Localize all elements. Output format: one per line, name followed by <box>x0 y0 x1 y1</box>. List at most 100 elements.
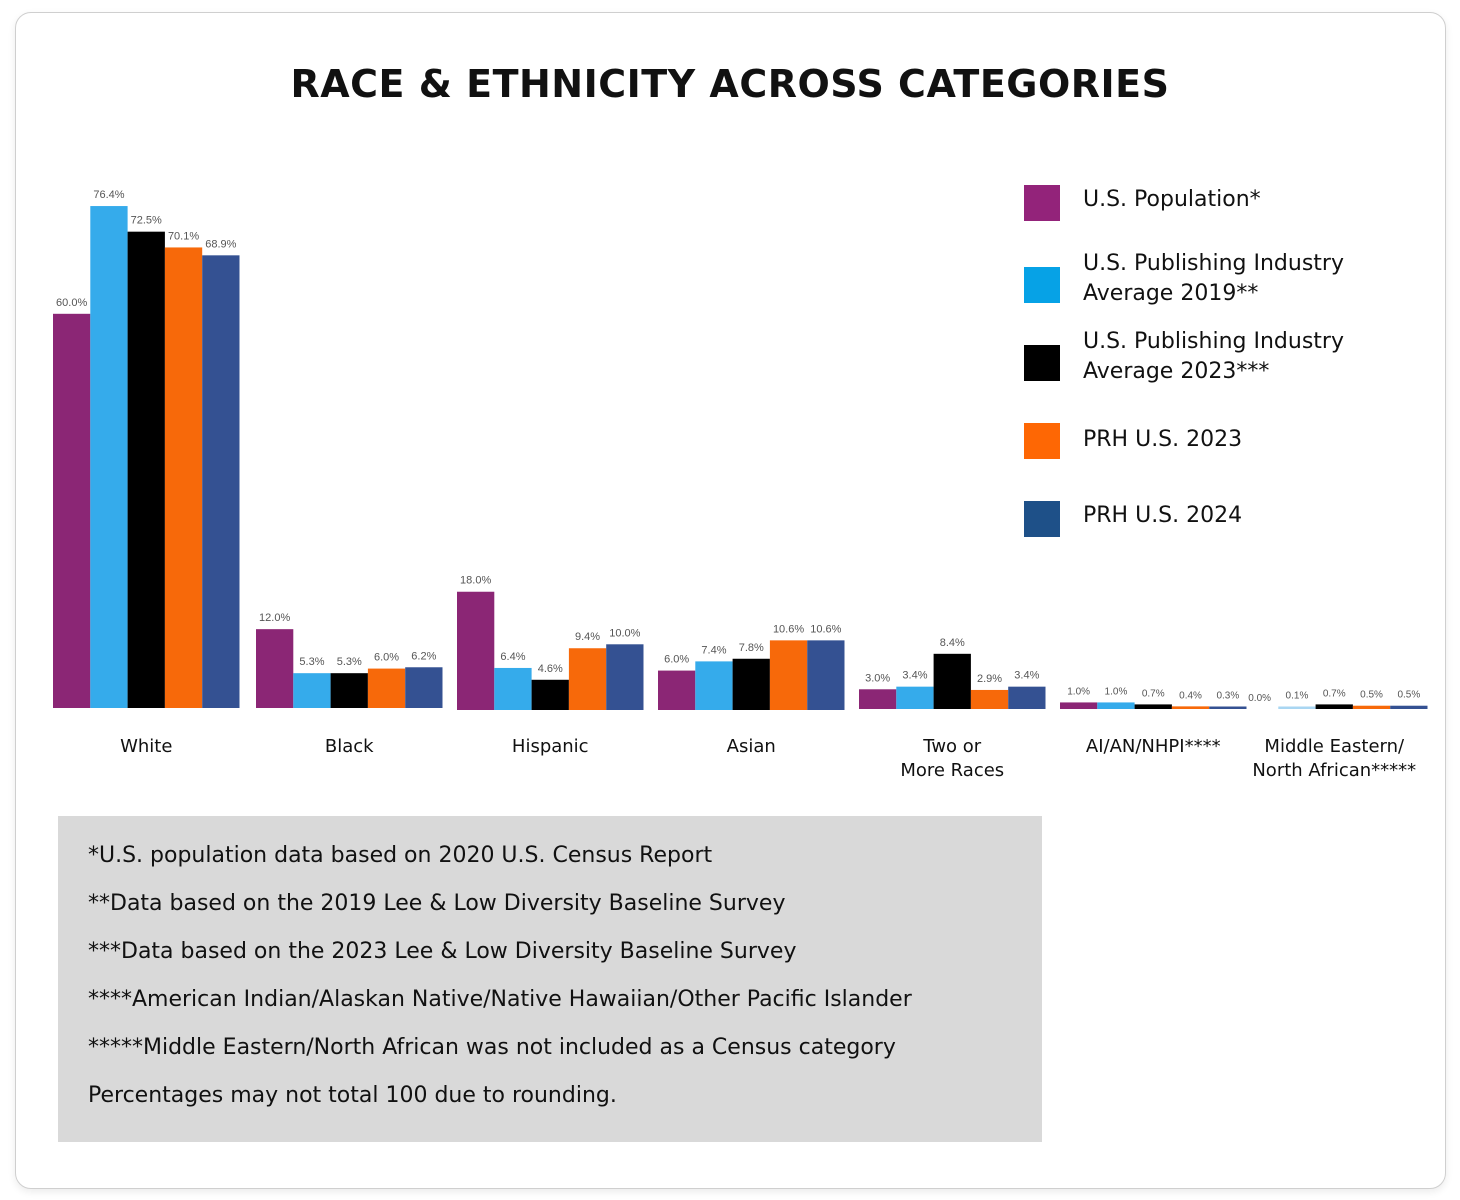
value-label-two-or-more-races-u-s-publishing-industry-average-2019: 3.4% <box>902 670 927 682</box>
value-label-white-u-s-publishing-industry-average-2019: 76.4% <box>93 189 124 201</box>
bar-asian-prh-u-s-2024 <box>807 640 845 710</box>
value-label-white-u-s-population: 60.0% <box>56 297 87 309</box>
value-label-black-prh-u-s-2024: 6.2% <box>411 650 436 662</box>
value-label-black-u-s-publishing-industry-average-2023: 5.3% <box>337 656 362 668</box>
legend-swatch-industry-2019 <box>1024 267 1060 303</box>
bar-black-u-s-publishing-industry-average-2019 <box>293 673 331 708</box>
bar-middle-eastern-north-african-prh-u-s-2023 <box>1352 705 1391 709</box>
value-label-ai-an-nhpi-u-s-publishing-industry-average-2019: 1.0% <box>1105 686 1128 697</box>
bar-black-u-s-population <box>256 629 294 708</box>
value-label-asian-u-s-publishing-industry-average-2019: 7.4% <box>701 644 726 656</box>
value-label-white-prh-u-s-2024: 68.9% <box>205 238 236 250</box>
legend-label-prh-2023: PRH U.S. 2023 <box>1083 427 1243 452</box>
value-label-middle-eastern-north-african-u-s-publishing-industry-average-2019: 0.1% <box>1286 691 1309 702</box>
category-label-white: White <box>120 736 172 757</box>
bar-hispanic-u-s-population <box>457 591 495 710</box>
footnote-2019-survey: **Data based on the 2019 Lee & Low Diver… <box>88 891 786 916</box>
value-label-black-u-s-population: 12.0% <box>259 612 290 624</box>
category-label-two-or-more-races: Two or More Races <box>900 736 1004 781</box>
bar-ai-an-nhpi-prh-u-s-2023 <box>1171 706 1210 709</box>
bar-asian-prh-u-s-2023 <box>769 640 808 710</box>
bar-asian-u-s-publishing-industry-average-2019 <box>695 661 733 710</box>
category-label-ai-an-nhpi: AI/AN/NHPI**** <box>1086 736 1221 757</box>
bar-middle-eastern-north-african-u-s-publishing-industry-average-2019 <box>1278 706 1316 709</box>
bar-white-u-s-population <box>53 313 91 708</box>
chart-title: RACE & ETHNICITY ACROSS CATEGORIES <box>290 62 1170 106</box>
bar-hispanic-u-s-publishing-industry-average-2023 <box>531 679 569 710</box>
legend-label-prh-2024: PRH U.S. 2024 <box>1083 503 1243 528</box>
value-label-middle-eastern-north-african-u-s-publishing-industry-average-2023: 0.7% <box>1323 688 1346 699</box>
bar-two-or-more-races-prh-u-s-2023 <box>970 689 1009 709</box>
bar-ai-an-nhpi-u-s-publishing-industry-average-2019 <box>1097 702 1135 709</box>
value-label-hispanic-u-s-population: 18.0% <box>460 575 491 587</box>
legend-item-prh-2024: PRH U.S. 2024 <box>1024 501 1393 537</box>
value-label-middle-eastern-north-african-prh-u-s-2023: 0.5% <box>1360 690 1383 701</box>
footnote-census: *U.S. population data based on 2020 U.S.… <box>88 843 713 868</box>
legend-label-industry-2023: U.S. Publishing Industry Average 2023*** <box>1083 329 1344 384</box>
bar-hispanic-prh-u-s-2024 <box>606 644 644 710</box>
legend-swatch-prh-2024 <box>1024 501 1060 537</box>
bar-hispanic-u-s-publishing-industry-average-2019 <box>494 667 532 710</box>
bar-middle-eastern-north-african-prh-u-s-2024 <box>1390 705 1428 709</box>
bar-black-prh-u-s-2024 <box>405 667 443 708</box>
value-label-middle-eastern-north-african-prh-u-s-2024: 0.5% <box>1397 690 1420 701</box>
bar-ai-an-nhpi-u-s-publishing-industry-average-2023 <box>1134 704 1172 709</box>
value-label-asian-u-s-population: 6.0% <box>664 654 689 666</box>
value-label-black-prh-u-s-2023: 6.0% <box>374 652 399 664</box>
category-label-asian: Asian <box>727 736 776 757</box>
bar-two-or-more-races-prh-u-s-2024 <box>1008 686 1046 709</box>
value-label-two-or-more-races-prh-u-s-2023: 2.9% <box>977 673 1002 685</box>
legend-item-industry-2019: U.S. Publishing Industry Average 2019** <box>1024 251 1393 309</box>
category-label-middle-eastern-north-african: Middle Eastern/North African***** <box>1252 736 1416 781</box>
value-label-asian-u-s-publishing-industry-average-2023: 7.8% <box>739 642 764 654</box>
value-label-two-or-more-races-prh-u-s-2024: 3.4% <box>1014 670 1039 682</box>
value-label-hispanic-prh-u-s-2023: 9.4% <box>575 631 600 643</box>
legend-label-industry-2019: U.S. Publishing Industry Average 2019** <box>1083 251 1344 306</box>
category-label-black: Black <box>325 736 374 757</box>
legend-swatch-us-population <box>1024 185 1060 221</box>
category-label-hispanic: Hispanic <box>512 736 589 757</box>
bar-ai-an-nhpi-u-s-population <box>1060 702 1098 709</box>
bar-asian-u-s-publishing-industry-average-2023 <box>732 658 770 710</box>
value-label-ai-an-nhpi-u-s-publishing-industry-average-2023: 0.7% <box>1142 688 1165 699</box>
value-label-asian-prh-u-s-2023: 10.6% <box>773 623 804 635</box>
value-label-hispanic-u-s-publishing-industry-average-2023: 4.6% <box>538 663 563 675</box>
value-label-white-prh-u-s-2023: 70.1% <box>168 230 199 242</box>
value-label-ai-an-nhpi-prh-u-s-2023: 0.4% <box>1179 690 1202 701</box>
value-label-middle-eastern-north-african-u-s-population: 0.0% <box>1248 693 1271 704</box>
legend-swatch-prh-2023 <box>1024 423 1060 459</box>
footnote-ai-an-nhpi: ****American Indian/Alaskan Native/Nativ… <box>88 987 912 1012</box>
value-label-ai-an-nhpi-prh-u-s-2024: 0.3% <box>1216 691 1239 702</box>
value-label-hispanic-prh-u-s-2024: 10.0% <box>609 627 640 639</box>
bar-white-u-s-publishing-industry-average-2019 <box>90 206 128 708</box>
bar-middle-eastern-north-african-u-s-publishing-industry-average-2023 <box>1315 704 1353 709</box>
value-label-two-or-more-races-u-s-population: 3.0% <box>865 672 890 684</box>
value-label-ai-an-nhpi-u-s-population: 1.0% <box>1067 686 1090 697</box>
legend-swatch-industry-2023 <box>1024 345 1060 381</box>
bar-two-or-more-races-u-s-population <box>859 689 897 709</box>
bar-chart: 60.0% 76.4% 72.5% 70.1% 68.9% White 12.0% 5.3% 5… <box>53 189 1428 781</box>
legend-item-us-population: U.S. Population* <box>1024 185 1393 221</box>
bar-white-u-s-publishing-industry-average-2023 <box>127 231 165 709</box>
bar-hispanic-prh-u-s-2023 <box>568 648 607 710</box>
bar-black-prh-u-s-2023 <box>367 668 406 708</box>
value-label-asian-prh-u-s-2024: 10.6% <box>810 623 841 635</box>
bar-two-or-more-races-u-s-publishing-industry-average-2019 <box>896 686 934 709</box>
value-label-hispanic-u-s-publishing-industry-average-2019: 6.4% <box>500 651 525 663</box>
bar-ai-an-nhpi-prh-u-s-2024 <box>1209 706 1247 709</box>
bar-white-prh-u-s-2023 <box>164 247 203 708</box>
footnote-rounding: Percentages may not total 100 due to rou… <box>88 1083 617 1108</box>
value-label-white-u-s-publishing-industry-average-2023: 72.5% <box>131 215 162 227</box>
value-label-two-or-more-races-u-s-publishing-industry-average-2023: 8.4% <box>940 637 965 649</box>
footnote-mena: *****Middle Eastern/North African was no… <box>88 1035 896 1060</box>
legend-label-us-population: U.S. Population* <box>1083 187 1261 212</box>
legend-item-industry-2023: U.S. Publishing Industry Average 2023*** <box>1024 329 1393 387</box>
footnotes-box: *U.S. population data based on 2020 U.S.… <box>58 816 1042 1142</box>
legend-item-prh-2023: PRH U.S. 2023 <box>1024 423 1393 459</box>
footnote-2023-survey: ***Data based on the 2023 Lee & Low Dive… <box>88 939 797 964</box>
bar-two-or-more-races-u-s-publishing-industry-average-2023 <box>933 653 971 709</box>
value-label-black-u-s-publishing-industry-average-2019: 5.3% <box>299 656 324 668</box>
bar-white-prh-u-s-2024 <box>202 255 240 708</box>
bar-black-u-s-publishing-industry-average-2023 <box>330 673 368 708</box>
bar-asian-u-s-population <box>658 670 696 710</box>
